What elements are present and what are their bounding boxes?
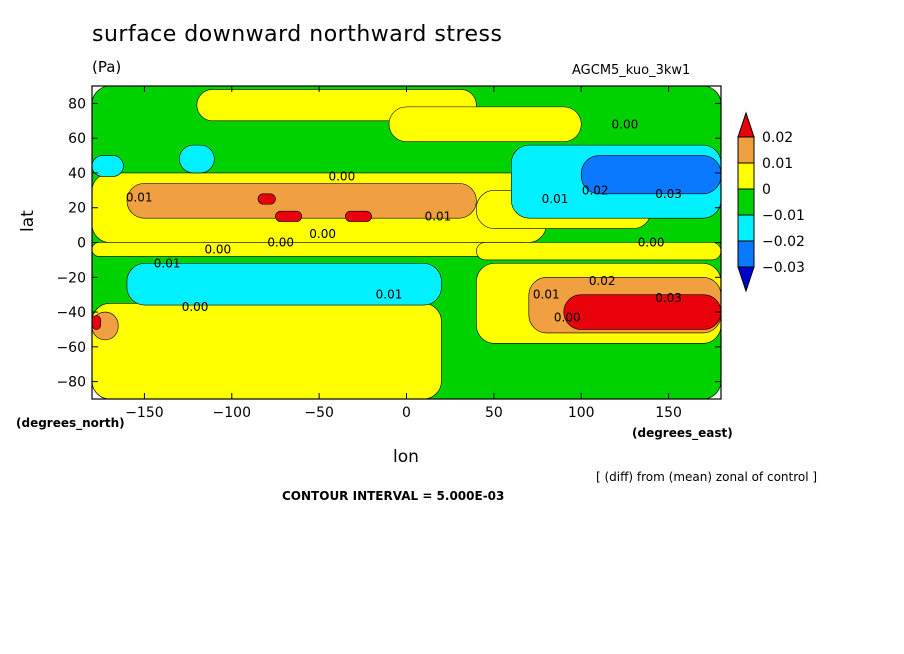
contour-label: 0.01	[154, 256, 181, 270]
colorbar-swatch	[737, 188, 755, 216]
x-tick-label: 150	[655, 405, 682, 421]
y-tick-label: 20	[68, 201, 86, 217]
contour-label: 0.01	[126, 190, 153, 204]
units-label: (Pa)	[92, 58, 122, 76]
y-tick-label: −20	[56, 270, 86, 286]
y-tick-label: −80	[56, 375, 86, 391]
y-units-note: (degrees_north)	[16, 416, 125, 430]
contour-label: 0.01	[376, 288, 403, 302]
contour-label: 0.02	[582, 183, 609, 197]
colorbar-bottom-triangle	[737, 266, 755, 293]
colorbar-top-triangle	[737, 111, 755, 138]
contour-label: 0.00	[182, 300, 209, 314]
contour-label: 0.01	[425, 209, 452, 223]
shaded-region-cyan	[179, 144, 215, 174]
x-tick-label: 100	[568, 405, 595, 421]
colorbar-label: 0.02	[762, 130, 793, 146]
y-tick-label: −40	[56, 305, 86, 321]
shaded-region-blue	[580, 155, 721, 195]
colorbar-swatch	[737, 136, 755, 164]
contour-label: 0.03	[655, 187, 682, 201]
shaded-region-red	[563, 294, 721, 330]
contour-label: 0.00	[554, 310, 581, 324]
shaded-region-yellow	[388, 106, 582, 142]
shaded-region-yellow	[92, 303, 442, 399]
colorbar-label: −0.03	[762, 260, 805, 276]
colorbar-swatch	[737, 240, 755, 268]
y-tick-label: 0	[77, 236, 86, 252]
footnote: [ (diff) from (mean) zonal of control ]	[596, 470, 818, 484]
contour-label: 0.02	[589, 274, 616, 288]
contour-label: 0.00	[309, 227, 336, 241]
x-units-note: (degrees_east)	[632, 426, 733, 440]
contour-label: 0.00	[204, 242, 231, 256]
x-tick-label: −50	[304, 405, 334, 421]
contour-label: 0.01	[542, 192, 569, 206]
contour-label: 0.00	[328, 169, 355, 183]
x-tick-label: −100	[213, 405, 251, 421]
x-tick-label: −150	[125, 405, 163, 421]
y-tick-label: 40	[68, 166, 86, 182]
x-tick-label: 50	[485, 405, 503, 421]
y-tick-label: −60	[56, 340, 86, 356]
y-tick-label: 80	[68, 96, 86, 112]
colorbar-label: 0.01	[762, 156, 793, 172]
shaded-region-red	[92, 315, 102, 330]
contour-label: 0.00	[267, 236, 294, 250]
contour-label: 0.00	[638, 236, 665, 250]
x-tick-label: 0	[402, 405, 411, 421]
run-label: AGCM5_kuo_3kw1	[572, 63, 691, 78]
contour-label: 0.01	[533, 288, 560, 302]
chart-title: surface downward northward stress	[92, 22, 503, 47]
shaded-region-cyan	[126, 263, 442, 306]
colorbar-label: −0.02	[762, 234, 805, 250]
shaded-region-red	[345, 210, 372, 222]
x-axis-label: lon	[393, 447, 419, 467]
shaded-region-cyan	[92, 155, 124, 177]
colorbar-label: −0.01	[762, 208, 805, 224]
y-tick-label: 60	[68, 131, 86, 147]
colorbar-swatch	[737, 214, 755, 242]
contour-label: 0.03	[655, 291, 682, 305]
contour-label: 0.00	[612, 117, 639, 131]
shaded-region-yellow	[476, 242, 721, 261]
contour-interval: CONTOUR INTERVAL = 5.000E-03	[282, 489, 505, 503]
shaded-region-red	[257, 193, 276, 205]
shaded-region-yellow	[92, 242, 530, 257]
shaded-region-red	[275, 210, 302, 222]
colorbar-swatch	[737, 162, 755, 190]
colorbar-label: 0	[762, 182, 771, 198]
